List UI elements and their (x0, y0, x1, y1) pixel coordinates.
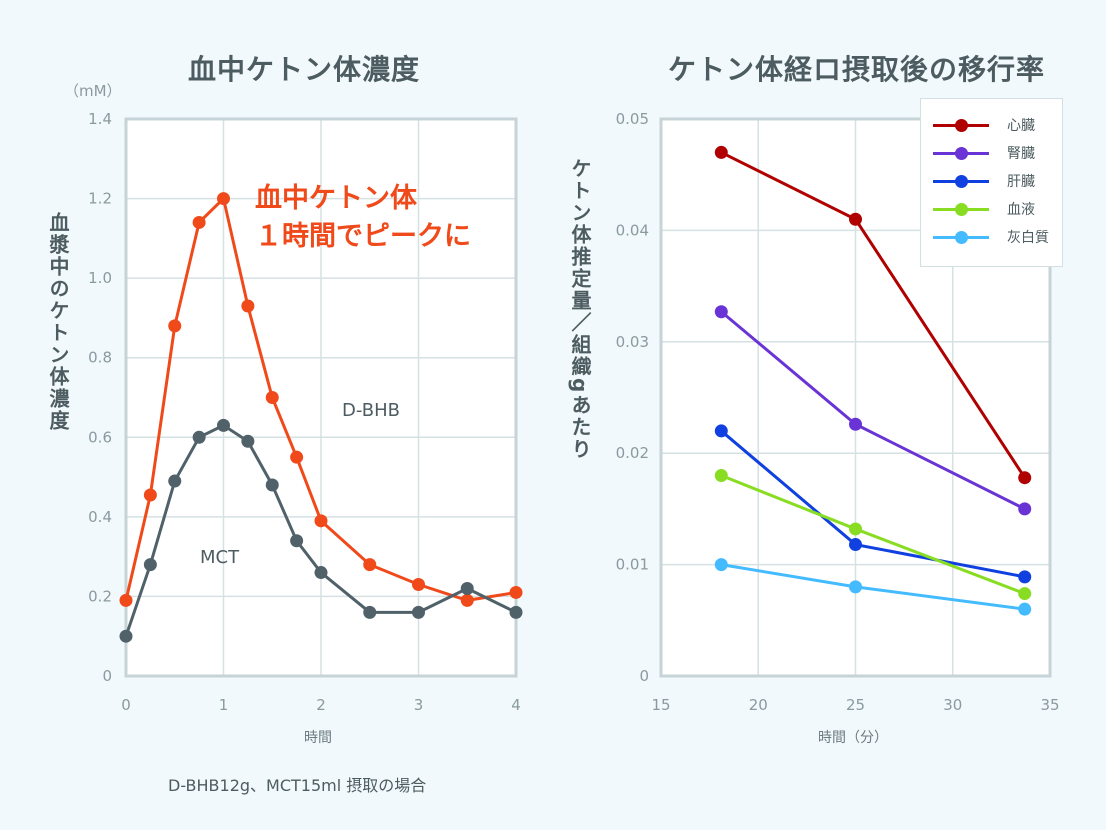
data-point (714, 305, 728, 319)
x-tick-label: 15 (651, 696, 670, 714)
left-x-axis-label: 時間 (304, 730, 332, 746)
data-point (290, 450, 304, 464)
y-tick-label: 0.04 (616, 221, 649, 239)
data-point (168, 319, 182, 333)
data-point (217, 192, 230, 206)
plot-frame (124, 117, 518, 678)
y-tick-label: 1.4 (88, 110, 112, 128)
data-point (714, 468, 728, 482)
y-tick-label: 1.2 (88, 190, 112, 208)
left-unit-label: （mM） (64, 82, 122, 100)
x-tick-label: 35 (1040, 696, 1059, 714)
x-tick-label: 3 (414, 696, 424, 714)
data-point (314, 566, 328, 580)
right-chart-title: ケトン体経ロ摂取後の移行率 (668, 53, 1046, 86)
data-point (363, 605, 377, 619)
x-tick-label: 30 (943, 696, 962, 714)
peak-annotation: 血中ケトン体 １時間でピークに (255, 180, 471, 256)
legend: 心臓 腎臓 肝臓 血液 灰白質 (920, 98, 1063, 267)
y-tick-label: 0.4 (88, 508, 112, 526)
legend-swatch (933, 118, 989, 132)
data-point (849, 417, 862, 431)
x-tick-label: 20 (749, 696, 768, 714)
data-point (290, 534, 304, 548)
legend-label: 腎臓 (1007, 146, 1035, 162)
data-point (314, 514, 328, 528)
data-point (168, 474, 182, 488)
data-point (849, 212, 862, 226)
right-x-axis-label: 時間（分） (818, 730, 888, 746)
data-point (265, 391, 279, 404)
y-tick-label: 1.0 (88, 269, 112, 287)
data-point (412, 605, 425, 619)
legend-swatch (933, 230, 989, 244)
left-y-axis-label: 血漿中のケトン体濃度 (46, 212, 70, 432)
legend-swatch (933, 202, 989, 216)
y-tick-label: 0.2 (88, 587, 112, 605)
legend-item: 灰白質 (933, 227, 1049, 247)
legend-item: 心臓 (933, 115, 1035, 135)
data-point (849, 580, 862, 594)
legend-label: 肝臓 (1007, 174, 1035, 190)
peak-annotation-line1: 血中ケトン体 (255, 183, 417, 214)
data-point (509, 605, 523, 619)
data-point (1018, 587, 1032, 601)
data-point (460, 581, 474, 595)
y-tick-label: 0 (639, 667, 649, 685)
data-point (714, 558, 728, 572)
y-tick-label: 0.05 (616, 110, 649, 128)
condition-note: D-BHB12g、MCT15ml 摂取の場合 (168, 776, 427, 795)
data-point (849, 538, 862, 552)
data-point (119, 593, 133, 607)
data-point (1018, 602, 1032, 616)
data-point (1018, 570, 1032, 584)
data-point (849, 522, 862, 536)
mct-series-label: MCT (200, 547, 240, 568)
data-point (714, 424, 728, 438)
legend-item: 腎臓 (933, 143, 1035, 163)
y-tick-label: 0 (102, 667, 112, 685)
y-tick-label: 0.03 (616, 333, 649, 351)
data-point (460, 593, 474, 607)
data-point (265, 478, 279, 492)
data-point (241, 434, 255, 448)
x-tick-label: 1 (219, 696, 229, 714)
data-point (143, 488, 157, 502)
left-chart-title: 血中ケトン体濃度 (188, 53, 421, 86)
legend-swatch (933, 174, 989, 188)
legend-item: 血液 (933, 199, 1035, 219)
y-tick-label: 0.6 (88, 428, 112, 446)
data-point (192, 215, 206, 229)
data-point (143, 558, 157, 572)
dbhb-series-label: D-BHB (342, 400, 400, 421)
data-point (412, 577, 425, 591)
y-tick-label: 0.8 (88, 349, 112, 367)
data-point (192, 430, 206, 444)
plot-frame (659, 117, 1052, 678)
legend-label: 心臓 (1007, 118, 1035, 134)
right-y-axis-label: ケトン体推定量／組織gあたり (568, 158, 592, 461)
y-tick-label: 0.02 (616, 444, 649, 462)
peak-annotation-line2: １時間でピークに (255, 221, 471, 252)
legend-label: 血液 (1007, 202, 1035, 218)
y-tick-label: 0.01 (616, 556, 649, 574)
x-tick-label: 4 (511, 696, 521, 714)
data-point (1018, 471, 1032, 485)
x-tick-label: 2 (316, 696, 326, 714)
data-point (509, 585, 523, 599)
data-point (714, 145, 728, 159)
data-point (119, 629, 133, 643)
x-tick-label: 25 (846, 696, 865, 714)
data-point (241, 299, 255, 313)
legend-label: 灰白質 (1007, 230, 1049, 246)
x-tick-label: 0 (121, 696, 131, 714)
data-point (217, 418, 230, 432)
data-point (363, 558, 377, 572)
legend-item: 肝臓 (933, 171, 1035, 191)
legend-swatch (933, 146, 989, 160)
data-point (1018, 502, 1032, 516)
